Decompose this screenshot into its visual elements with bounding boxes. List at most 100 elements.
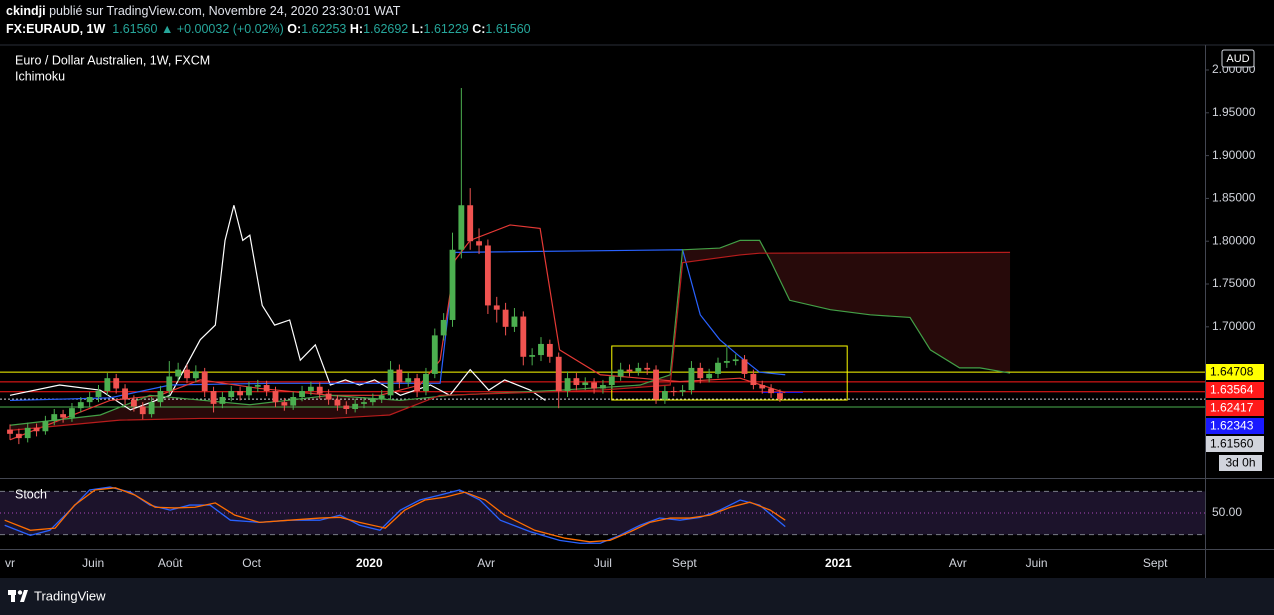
stoch-pane: [0, 486, 1205, 544]
y-tick-label: 1.90000: [1212, 148, 1256, 162]
price-label: 1.62417: [1210, 401, 1254, 415]
candle-body: [122, 388, 128, 400]
candle-body: [653, 369, 659, 400]
price-label: 1.64708: [1210, 365, 1254, 379]
x-tick-label: Juin: [82, 556, 104, 570]
indicator-line: [9, 224, 786, 441]
candle-body: [184, 369, 190, 379]
candle-body: [440, 319, 447, 336]
candle-body: [219, 397, 226, 404]
candle-body: [546, 343, 553, 357]
indicator-line: [9, 239, 1011, 426]
y-tick-label: 1.70000: [1212, 319, 1256, 333]
price-label-box: [1206, 400, 1264, 416]
candle-body: [670, 391, 677, 393]
y-tick-label: 1.80000: [1212, 233, 1256, 247]
y-tick-label: 50.00: [1212, 505, 1242, 519]
candle-body: [325, 393, 332, 400]
brand: TradingView: [34, 588, 106, 603]
candle-body: [688, 367, 695, 391]
candle-body: [95, 391, 102, 398]
candle-body: [77, 402, 84, 409]
candle-body: [423, 373, 429, 392]
indicator-name: Ichimoku: [15, 69, 65, 83]
ohlc-label: O:: [287, 22, 302, 36]
y-tick-label: 1.85000: [1212, 191, 1256, 205]
candle-body: [405, 378, 412, 383]
candle-body: [635, 367, 642, 372]
candle-body: [7, 429, 13, 434]
candle-body: [573, 378, 580, 386]
candle-body: [104, 378, 111, 392]
ohlc-value: 1.62692: [363, 22, 409, 36]
header-line: ckindji publié sur TradingView.com, Nove…: [6, 4, 400, 18]
candle-body: [86, 397, 93, 403]
symbol: FX:EURAUD, 1W: [6, 22, 106, 36]
candle-body: [644, 367, 651, 370]
candle-body: [263, 385, 270, 392]
x-tick-label: Sept: [672, 556, 697, 570]
candle-body: [352, 403, 359, 410]
candle-body: [582, 382, 589, 386]
candle-body: [538, 343, 544, 356]
candle-body: [564, 378, 571, 392]
candle-body: [750, 373, 757, 386]
candle-body: [192, 371, 199, 379]
candle-body: [529, 355, 536, 357]
currency-box: [1221, 49, 1255, 68]
indicator-name: Stoch: [15, 487, 47, 501]
candle-body: [458, 205, 465, 250]
candle-body: [24, 427, 31, 439]
candle-body: [617, 369, 624, 377]
candle-body: [476, 241, 482, 246]
candle-body: [316, 386, 323, 394]
x-tick-label: Oct: [242, 556, 261, 570]
candle-body: [732, 359, 739, 362]
ohlc-value: 1.62253: [301, 22, 347, 36]
candle-body: [511, 316, 518, 327]
price-label-box: [1206, 364, 1264, 380]
x-tick-label: Juil: [594, 556, 612, 570]
indicator-line: [9, 251, 1011, 431]
x-tick-label: 2021: [825, 556, 852, 570]
x-tick-label: 2020: [356, 556, 383, 570]
x-tick-label: Août: [158, 556, 183, 570]
candle-body: [431, 335, 438, 374]
ohlc-value: 1.61560: [485, 22, 531, 36]
change: ▲ +0.00032 (+0.02%): [160, 22, 284, 36]
candle-body: [148, 402, 155, 415]
candle-body: [246, 386, 252, 396]
candle-body: [484, 245, 491, 306]
candle-body: [166, 376, 173, 392]
logo: [8, 590, 28, 602]
candle-body: [254, 385, 261, 387]
candle-body: [608, 376, 615, 386]
price-label: 1.61560: [1210, 437, 1254, 451]
ohlc-value: 1.61229: [423, 22, 469, 36]
candle-body: [387, 369, 394, 396]
candle-body: [706, 373, 713, 379]
candle-body: [378, 395, 385, 399]
candle-body: [715, 362, 721, 374]
y-tick-label: 1.95000: [1212, 105, 1256, 119]
candle-body: [210, 391, 217, 404]
candle-body: [723, 361, 730, 363]
candle-body: [591, 382, 598, 389]
candle-body: [396, 369, 403, 383]
candle-body: [759, 385, 766, 389]
stoch-line: [4, 486, 786, 544]
axes: 2.000001.950001.900001.850001.800001.750…: [5, 62, 1264, 570]
candle-body: [661, 391, 668, 400]
candle-body: [69, 408, 75, 418]
candle-body: [51, 414, 58, 421]
candle-body: [449, 249, 456, 320]
published: publié sur TradingView.com, Novembre 24,…: [49, 4, 401, 18]
candle-body: [175, 369, 182, 377]
candle-body: [334, 399, 341, 406]
indicator-line: [9, 205, 546, 411]
ohlc-label: L:: [411, 22, 424, 36]
candle-body: [414, 378, 421, 392]
candle-body: [369, 398, 376, 403]
candle-body: [15, 433, 22, 439]
footer-bar: [0, 578, 1274, 615]
